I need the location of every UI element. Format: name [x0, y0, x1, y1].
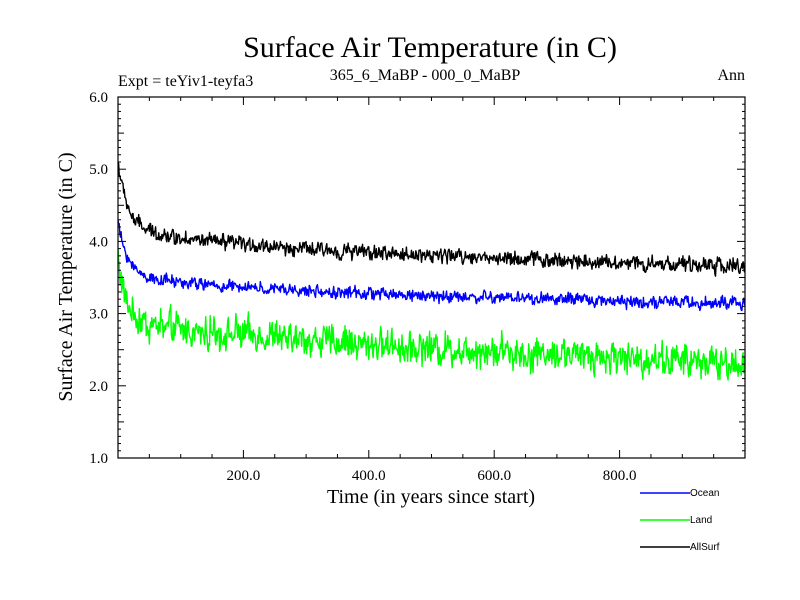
chart-title: Surface Air Temperature (in C) — [243, 31, 617, 64]
x-tick-label: 400.0 — [352, 468, 386, 484]
y-tick-label: 6.0 — [89, 90, 108, 106]
series-layer — [118, 161, 745, 381]
legend-label-ocean: Ocean — [690, 488, 719, 499]
y-tick-label: 5.0 — [89, 162, 108, 178]
series-line-allsurf — [118, 161, 745, 277]
legend: Ocean Land AllSurf — [640, 488, 720, 553]
legend-label-land: Land — [690, 515, 712, 526]
y-tick-label: 1.0 — [89, 451, 108, 467]
y-tick-label: 3.0 — [89, 307, 108, 323]
period-label: 365_6_MaBP - 000_0_MaBP — [330, 67, 521, 84]
plot-frame — [117, 96, 746, 459]
x-tick-label: 200.0 — [227, 468, 261, 484]
y-tick-label: 4.0 — [89, 234, 108, 250]
x-axis-label: Time (in years since start) — [327, 486, 535, 508]
season-label: Ann — [717, 67, 745, 84]
legend-label-allsurf: AllSurf — [690, 542, 720, 553]
x-tick-label: 800.0 — [603, 468, 637, 484]
x-tick-label: 600.0 — [477, 468, 511, 484]
series-line-land — [118, 248, 745, 381]
series-line-ocean — [118, 219, 745, 312]
y-axis-label: Surface Air Temperature (in C) — [55, 152, 77, 401]
experiment-label: Expt = teYiv1-teyfa3 — [118, 73, 253, 90]
y-tick-label: 2.0 — [89, 379, 108, 395]
